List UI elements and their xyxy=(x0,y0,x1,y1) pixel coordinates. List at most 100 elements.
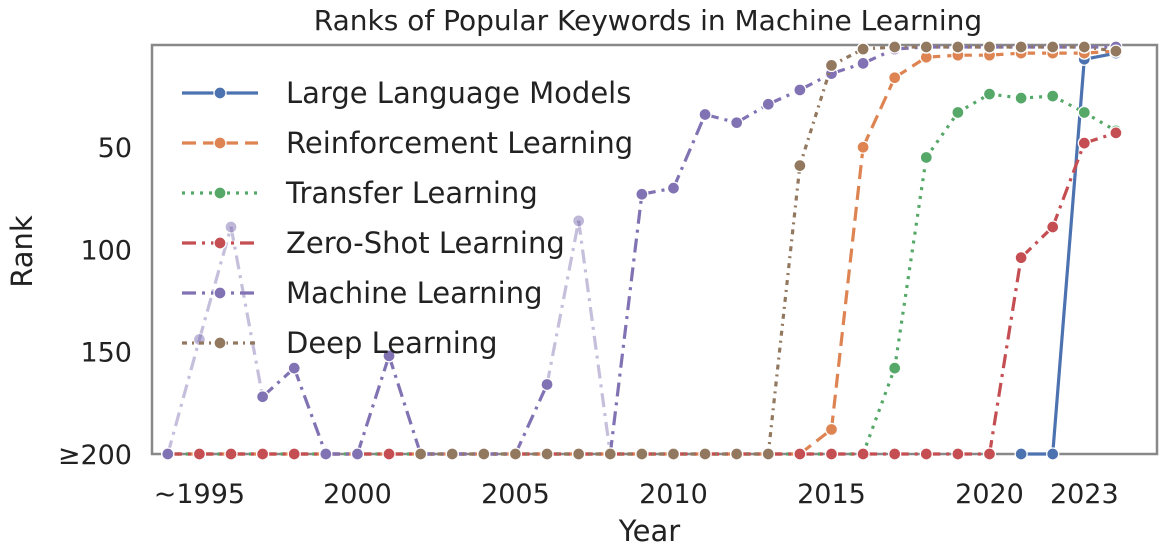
data-point xyxy=(761,447,775,461)
series-line-segment xyxy=(893,157,928,369)
data-point xyxy=(888,361,902,375)
data-point xyxy=(1077,136,1091,150)
data-point xyxy=(793,158,807,173)
series-deep-learning xyxy=(413,40,1123,461)
data-point xyxy=(730,447,744,461)
data-point xyxy=(1014,447,1028,461)
data-point xyxy=(413,447,428,461)
legend-marker xyxy=(213,336,227,350)
data-point xyxy=(856,42,870,56)
legend-marker xyxy=(213,86,227,100)
data-point xyxy=(508,447,523,461)
series-line-segment xyxy=(608,194,644,455)
data-point xyxy=(572,214,586,228)
legend-entry: Reinforcement Learning xyxy=(182,126,633,160)
legend-entry: Transfer Learning xyxy=(182,176,538,210)
data-point xyxy=(761,97,775,111)
data-point xyxy=(951,105,965,120)
y-tick-label: 150 xyxy=(80,338,132,369)
legend-marker xyxy=(213,286,227,300)
data-point xyxy=(540,377,554,392)
x-tick-label: 2000 xyxy=(323,479,392,510)
data-point xyxy=(919,150,933,165)
series-line-segment xyxy=(829,147,865,430)
legend-label: Transfer Learning xyxy=(285,176,538,210)
data-point xyxy=(951,40,965,54)
y-tick-label: ≥200 xyxy=(58,440,132,471)
data-point xyxy=(793,83,807,97)
x-axis-ticks: ∼1995 2000 2005 2010 2015 2020 2023 xyxy=(154,479,1119,510)
series-line-segment xyxy=(166,339,201,455)
data-point xyxy=(698,107,712,122)
series-line-segment xyxy=(387,355,423,455)
data-point xyxy=(1046,220,1060,234)
y-axis-ticks: 50 100 150 ≥200 xyxy=(58,133,132,471)
data-point xyxy=(666,181,681,195)
data-point xyxy=(572,447,586,461)
data-point xyxy=(1109,126,1123,140)
data-point xyxy=(1014,251,1028,265)
data-point xyxy=(793,447,807,461)
data-point xyxy=(635,447,649,461)
data-point xyxy=(730,116,744,130)
series-line-segment xyxy=(545,220,581,385)
series-layer xyxy=(161,40,1123,461)
series-line-segment xyxy=(1083,111,1117,133)
data-point xyxy=(666,447,681,461)
series-line-segment xyxy=(987,257,1023,455)
data-point xyxy=(255,390,270,404)
data-point xyxy=(382,447,396,461)
legend-entry: Zero-Shot Learning xyxy=(182,226,565,260)
data-point xyxy=(1046,447,1060,461)
series-line-segment xyxy=(957,92,991,114)
data-point xyxy=(161,447,175,461)
data-point xyxy=(350,447,365,461)
data-point xyxy=(982,40,997,54)
x-tick-label: 2023 xyxy=(1050,479,1119,510)
series-line-segment xyxy=(671,113,707,189)
legend-label: Reinforcement Learning xyxy=(286,126,633,160)
data-point xyxy=(698,447,712,461)
data-point xyxy=(255,447,270,461)
series-line-segment xyxy=(261,366,296,398)
series-line-segment xyxy=(861,77,897,148)
data-point xyxy=(1077,105,1091,120)
chart-title: Ranks of Popular Keywords in Machine Lea… xyxy=(314,4,982,37)
data-point xyxy=(445,447,459,461)
data-point xyxy=(287,361,301,375)
data-point xyxy=(982,447,997,461)
y-tick-label: 100 xyxy=(80,235,132,266)
series-line-segment xyxy=(577,220,612,455)
data-point xyxy=(635,187,649,201)
data-point xyxy=(856,56,870,71)
x-tick-label: 2020 xyxy=(955,479,1024,510)
data-point xyxy=(919,447,933,461)
data-point xyxy=(1014,91,1028,105)
data-point xyxy=(888,40,902,54)
legend: Large Language Models Reinforcement Learn… xyxy=(182,76,633,360)
series-line-segment xyxy=(513,383,549,455)
series-line-segment xyxy=(766,165,802,455)
series-line-segment xyxy=(292,367,328,455)
series-line-segment xyxy=(355,355,391,455)
data-point xyxy=(888,71,902,85)
series-line-segment xyxy=(798,428,833,456)
series-line-segment xyxy=(924,111,960,159)
legend-entry: Machine Learning xyxy=(182,276,543,310)
data-point xyxy=(951,447,965,461)
data-point xyxy=(540,447,554,461)
legend-entry: Large Language Models xyxy=(182,76,631,110)
data-point xyxy=(287,447,301,461)
legend-marker xyxy=(213,236,227,250)
data-point xyxy=(1109,44,1123,58)
data-point xyxy=(982,87,997,101)
legend-label: Zero-Shot Learning xyxy=(286,226,565,260)
data-point xyxy=(888,447,902,461)
legend-label: Machine Learning xyxy=(286,276,543,310)
data-point xyxy=(1046,89,1060,103)
data-point xyxy=(1046,40,1060,54)
data-point xyxy=(919,40,933,54)
series-line-segment xyxy=(229,226,265,398)
legend-entry: Deep Learning xyxy=(182,326,498,360)
